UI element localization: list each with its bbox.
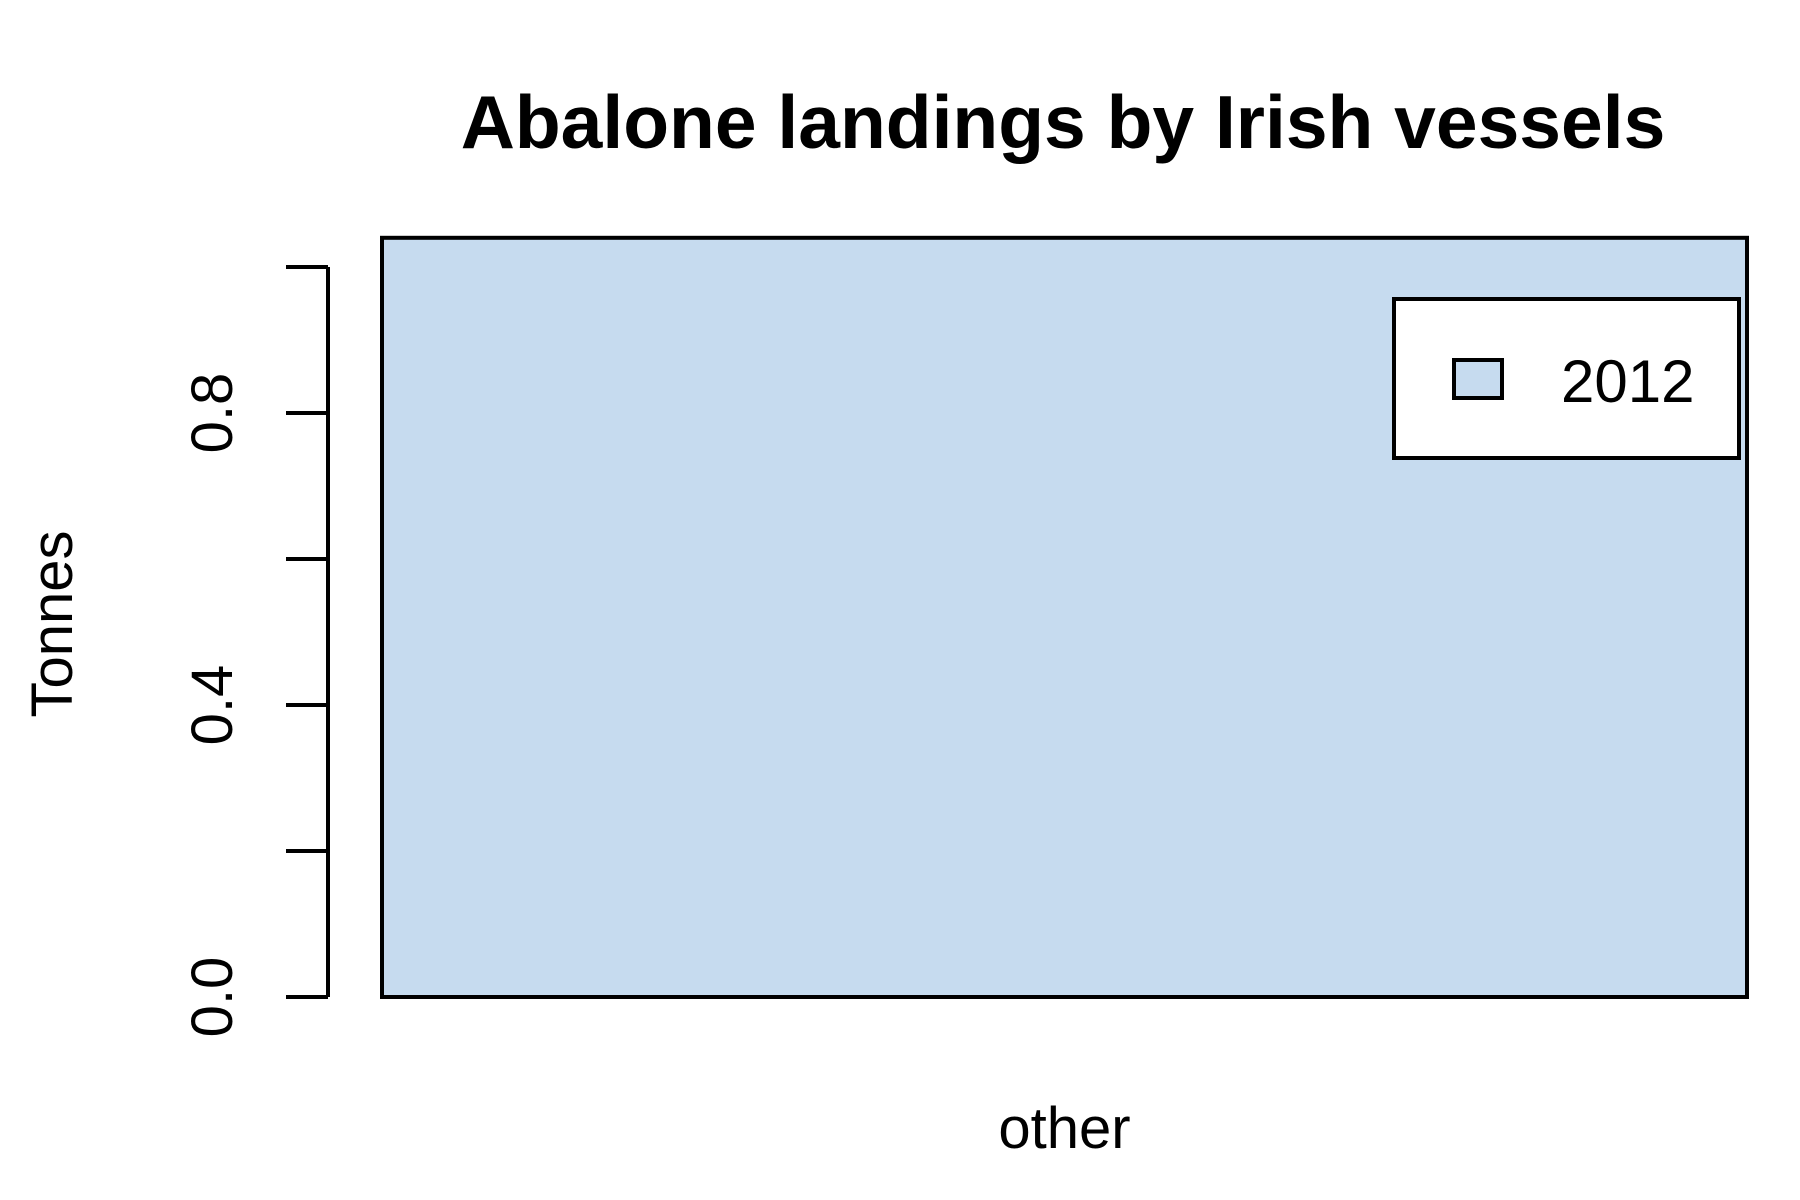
x-axis-labels: other bbox=[998, 1096, 1130, 1161]
y-axis-label: Tonnes bbox=[20, 530, 85, 717]
legend-swatch bbox=[1452, 358, 1504, 400]
legend-box bbox=[1392, 297, 1741, 460]
y-axis: 0.0 0.4 0.8 bbox=[180, 265, 330, 1038]
y-tick-label: 0.4 bbox=[180, 665, 245, 746]
x-tick-label: other bbox=[998, 1096, 1130, 1161]
y-tick-label: 0.0 bbox=[180, 957, 245, 1038]
legend: 2012 bbox=[1392, 297, 1741, 460]
chart-title: Abalone landings by Irish vessels bbox=[461, 80, 1666, 164]
y-tick-label: 0.8 bbox=[180, 373, 245, 454]
legend-label: 2012 bbox=[1561, 348, 1694, 415]
